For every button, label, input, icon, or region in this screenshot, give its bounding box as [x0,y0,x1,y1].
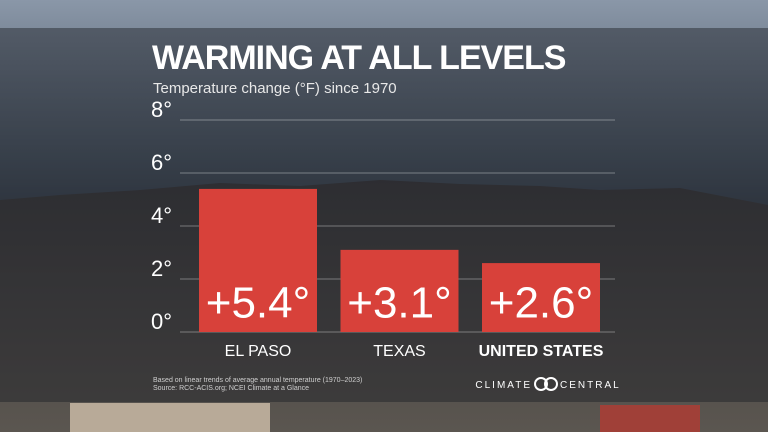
logo: CLIMATE CENTRAL [475,377,620,391]
footnote: Source: RCC-ACIS.org; NCEI Climate at a … [153,385,309,392]
overlay-panel [0,28,768,402]
logo-text: CLIMATE CENTRAL [475,380,620,391]
value-label: +3.1° [347,279,451,328]
value-label: +5.4° [206,279,310,328]
background-roof [600,405,700,432]
background-building [70,403,270,432]
footnote: Based on linear trends of average annual… [153,377,362,384]
logo-ring [544,377,558,391]
y-tick-label: 4° [151,203,172,228]
bar [199,188,317,332]
x-tick-label: EL PASO [225,343,292,360]
y-tick-label: 0° [151,309,172,334]
value-label: +2.6° [489,279,593,328]
x-tick-label: UNITED STATES [479,343,604,360]
bar [482,263,600,332]
y-tick-label: 6° [151,150,172,175]
x-tick-label: TEXAS [373,343,425,360]
chart-subtitle: Temperature change (°F) since 1970 [153,80,397,97]
chart-title: WARMING AT ALL LEVELS [152,39,566,77]
logo-ring [534,377,548,391]
bar [340,249,459,332]
y-tick-label: 8° [151,97,172,122]
y-tick-label: 2° [151,256,172,281]
